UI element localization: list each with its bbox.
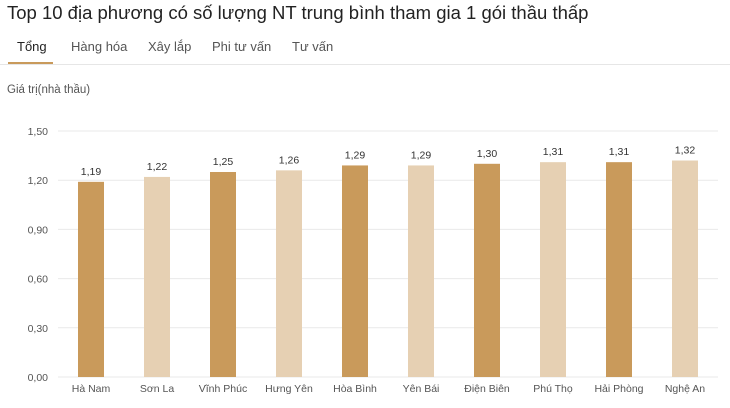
data-label: 1,26: [279, 154, 300, 166]
bar[interactable]: [606, 162, 632, 377]
tab-hang-hoa[interactable]: Hàng hóa: [71, 39, 128, 54]
x-tick-label: Hòa Bình: [333, 383, 377, 395]
tab-tu-van[interactable]: Tư vấn: [292, 39, 334, 54]
data-label: 1,25: [213, 156, 234, 168]
y-axis-label: Giá trị(nhà thầu): [7, 84, 91, 96]
chart-title: Top 10 địa phương có số lượng NT trung b…: [7, 2, 589, 23]
bar[interactable]: [210, 172, 236, 377]
x-tick-label: Hà Nam: [72, 383, 111, 395]
bar[interactable]: [144, 176, 170, 377]
x-tick-label: Hải Phòng: [594, 383, 643, 395]
x-tick-label: Điện Biên: [464, 383, 510, 395]
data-label: 1,19: [81, 166, 102, 178]
y-tick-label: 0,90: [28, 224, 49, 236]
category-tabs: Tổng Hàng hóa Xây lắp Phi tư vấn Tư vấn: [0, 36, 730, 65]
y-tick-label: 1,50: [28, 126, 49, 138]
y-tick-label: 0,60: [28, 274, 49, 286]
x-tick-label: Hưng Yên: [265, 383, 313, 395]
x-tick-label: Nghệ An: [665, 383, 705, 395]
data-label: 1,29: [345, 149, 366, 161]
data-label: 1,31: [609, 146, 630, 158]
y-tick-label: 0,30: [28, 323, 49, 335]
tab-xay-lap[interactable]: Xây lắp: [148, 39, 192, 54]
x-tick-label: Sơn La: [140, 383, 174, 395]
x-tick-label: Yên Bái: [403, 383, 440, 395]
data-label: 1,29: [411, 149, 432, 161]
bar[interactable]: [474, 163, 500, 377]
bar[interactable]: [408, 165, 434, 377]
bar[interactable]: [672, 160, 698, 377]
data-label: 1,31: [543, 146, 564, 158]
data-label: 1,32: [675, 145, 696, 157]
bar[interactable]: [342, 165, 368, 377]
tab-tong[interactable]: Tổng: [17, 39, 47, 54]
y-tick-label: 0,00: [28, 372, 49, 384]
data-label: 1,30: [477, 148, 498, 160]
tab-phi-tu-van[interactable]: Phi tư vấn: [212, 39, 272, 54]
y-tick-label: 1,20: [28, 175, 49, 187]
x-tick-label: Vĩnh Phúc: [199, 383, 247, 395]
bar[interactable]: [78, 181, 104, 377]
bar[interactable]: [276, 170, 302, 377]
active-tab-indicator: [8, 62, 53, 64]
x-tick-label: Phú Thọ: [533, 383, 573, 395]
data-label: 1,22: [147, 161, 168, 173]
bar[interactable]: [540, 162, 566, 377]
